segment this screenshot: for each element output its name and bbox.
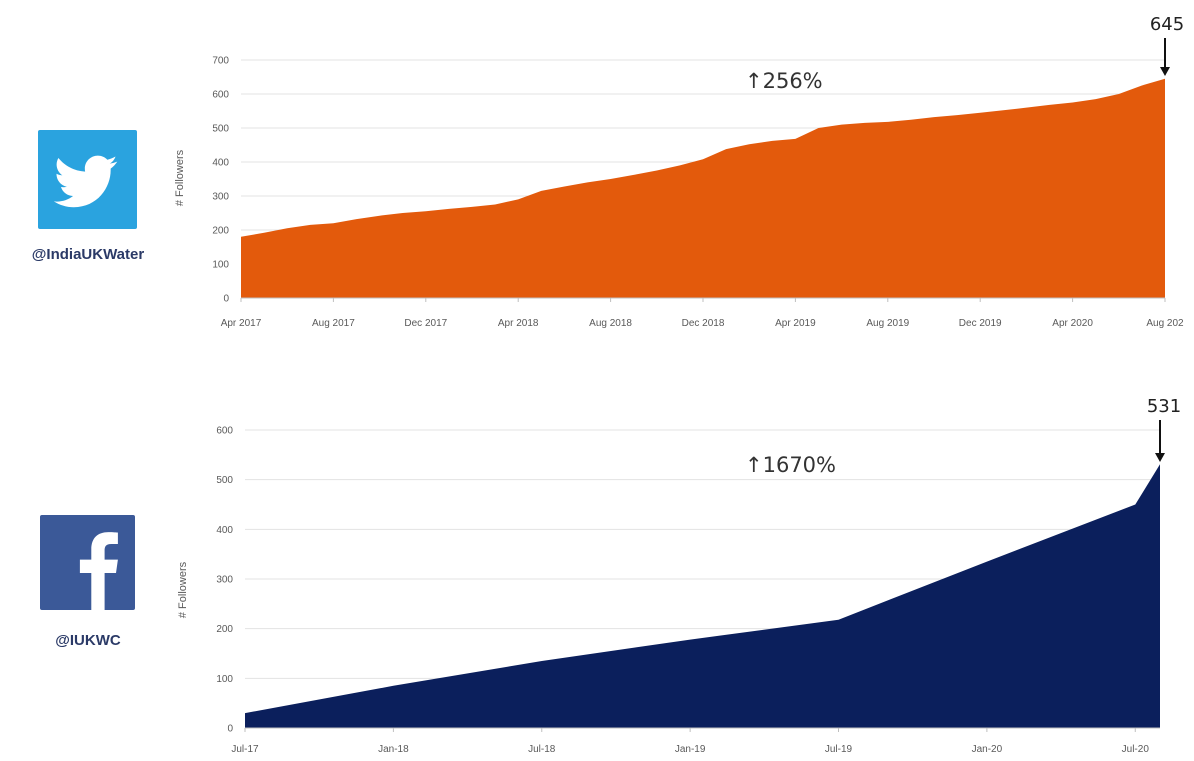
chart1-x-tick-label: Aug 2017	[312, 318, 355, 329]
twitter-logo	[38, 130, 137, 229]
chart2-y-tick-label: 500	[216, 475, 233, 486]
chart2-x-tick-label: Jul-18	[528, 744, 556, 755]
chart2-end-value-label: 531	[1147, 396, 1181, 417]
chart1-x-tick-label: Apr 2018	[498, 318, 539, 329]
chart1-x-tick-label: Dec 2017	[404, 318, 447, 329]
chart1-y-tick-label: 500	[212, 124, 229, 135]
chart2-x-tick-label: Jan-19	[675, 744, 706, 755]
chart1-x-tick-label: Apr 2020	[1052, 318, 1093, 329]
chart2-y-tick-label: 300	[216, 575, 233, 586]
chart2-y-tick-label: 100	[216, 674, 233, 685]
facebook-logo	[40, 515, 135, 610]
chart2-growth-annotation: ↑1670%	[745, 453, 836, 477]
chart2-x-tick-label: Jan-20	[972, 744, 1003, 755]
chart1-y-tick-label: 600	[212, 90, 229, 101]
chart2-y-tick-label: 200	[216, 624, 233, 635]
chart1-y-axis-label: # Followers	[174, 149, 186, 206]
twitter-handle: @IndiaUKWater	[31, 246, 145, 263]
chart1-x-tick-label: Apr 2019	[775, 318, 816, 329]
chart2-x-tick-label: Jul-20	[1122, 744, 1150, 755]
chart1-end-value-label: 645	[1150, 14, 1184, 35]
chart1-x-tick-label: Aug 2019	[866, 318, 909, 329]
chart1-x-tick-label: Dec 2018	[682, 318, 725, 329]
chart1-growth-annotation: ↑256%	[745, 69, 823, 93]
facebook-f-icon	[79, 532, 118, 610]
chart1-y-tick-label: 0	[223, 294, 229, 305]
chart1-y-tick-label: 400	[212, 158, 229, 169]
chart2-y-axis-label: # Followers	[177, 561, 189, 618]
chart2-x-tick-label: Jul-17	[231, 744, 259, 755]
chart1-x-tick-label: Aug 2018	[589, 318, 632, 329]
chart2-area-series	[245, 464, 1160, 728]
chart1-x-tick-label: Dec 2019	[959, 318, 1002, 329]
chart2-y-tick-label: 600	[216, 426, 233, 437]
chart2-y-tick-label: 400	[216, 525, 233, 536]
chart1-y-tick-label: 700	[212, 56, 229, 67]
chart2-x-tick-label: Jan-18	[378, 744, 409, 755]
chart1-y-tick-label: 100	[212, 260, 229, 271]
twitter-bird-icon	[53, 155, 118, 208]
chart2-end-arrow-head	[1155, 453, 1165, 462]
chart1-y-tick-label: 300	[212, 192, 229, 203]
chart1-y-tick-label: 200	[212, 226, 229, 237]
chart1-end-arrow-head	[1160, 67, 1170, 76]
facebook-handle: @IUKWC	[55, 632, 121, 649]
chart1-x-tick-label: Apr 2017	[221, 318, 262, 329]
chart2-x-tick-label: Jul-19	[825, 744, 853, 755]
chart1-x-tick-label: Aug 202	[1146, 318, 1184, 329]
chart2-y-tick-label: 0	[227, 724, 233, 735]
chart1-area-series	[241, 78, 1165, 298]
